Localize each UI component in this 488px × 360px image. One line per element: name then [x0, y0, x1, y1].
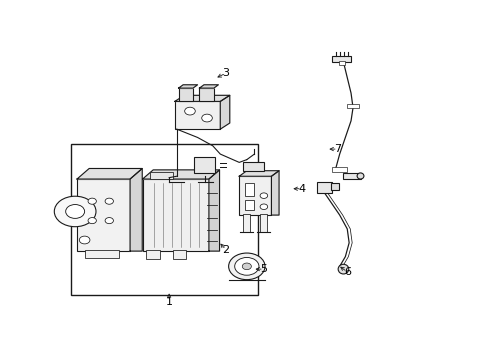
Bar	[343, 173, 360, 179]
Circle shape	[54, 196, 96, 227]
Polygon shape	[77, 168, 142, 179]
Circle shape	[65, 204, 84, 219]
Bar	[339, 62, 344, 65]
Circle shape	[184, 107, 195, 115]
Bar	[331, 167, 346, 172]
Bar	[193, 157, 214, 173]
Bar	[84, 250, 119, 258]
Bar	[150, 172, 173, 179]
Text: 2: 2	[222, 245, 229, 255]
Bar	[239, 176, 271, 215]
Polygon shape	[142, 170, 219, 179]
Bar	[77, 179, 130, 251]
Polygon shape	[220, 95, 229, 129]
Circle shape	[79, 236, 90, 244]
Ellipse shape	[338, 264, 348, 274]
Text: 4: 4	[298, 184, 305, 194]
Bar	[146, 250, 159, 259]
Text: 1: 1	[165, 297, 172, 307]
Text: 7: 7	[333, 144, 341, 154]
Polygon shape	[130, 168, 142, 251]
Bar	[346, 104, 358, 108]
Bar	[331, 183, 338, 190]
Bar	[178, 88, 193, 102]
Polygon shape	[178, 85, 197, 88]
Ellipse shape	[356, 173, 363, 179]
Bar	[173, 250, 186, 259]
Bar	[70, 144, 258, 296]
Bar	[243, 162, 264, 171]
Text: 5: 5	[260, 264, 267, 274]
Bar	[316, 182, 331, 193]
Bar	[331, 56, 350, 62]
Circle shape	[234, 257, 259, 275]
Circle shape	[88, 217, 96, 224]
Polygon shape	[175, 95, 229, 102]
Bar	[243, 214, 249, 232]
Bar	[244, 183, 254, 195]
Polygon shape	[199, 85, 218, 88]
Circle shape	[202, 114, 212, 122]
Circle shape	[228, 253, 264, 280]
Circle shape	[105, 217, 113, 224]
Circle shape	[242, 263, 251, 270]
Circle shape	[260, 193, 267, 198]
Bar	[199, 88, 213, 102]
Bar	[142, 179, 208, 251]
Text: 3: 3	[222, 68, 229, 78]
Circle shape	[260, 204, 267, 210]
Bar	[260, 214, 266, 232]
Polygon shape	[239, 171, 279, 176]
Circle shape	[88, 198, 96, 204]
Text: 6: 6	[343, 267, 350, 277]
Bar	[175, 102, 220, 129]
Circle shape	[105, 198, 113, 204]
Bar	[244, 201, 254, 210]
Polygon shape	[271, 171, 279, 215]
Polygon shape	[208, 170, 219, 251]
